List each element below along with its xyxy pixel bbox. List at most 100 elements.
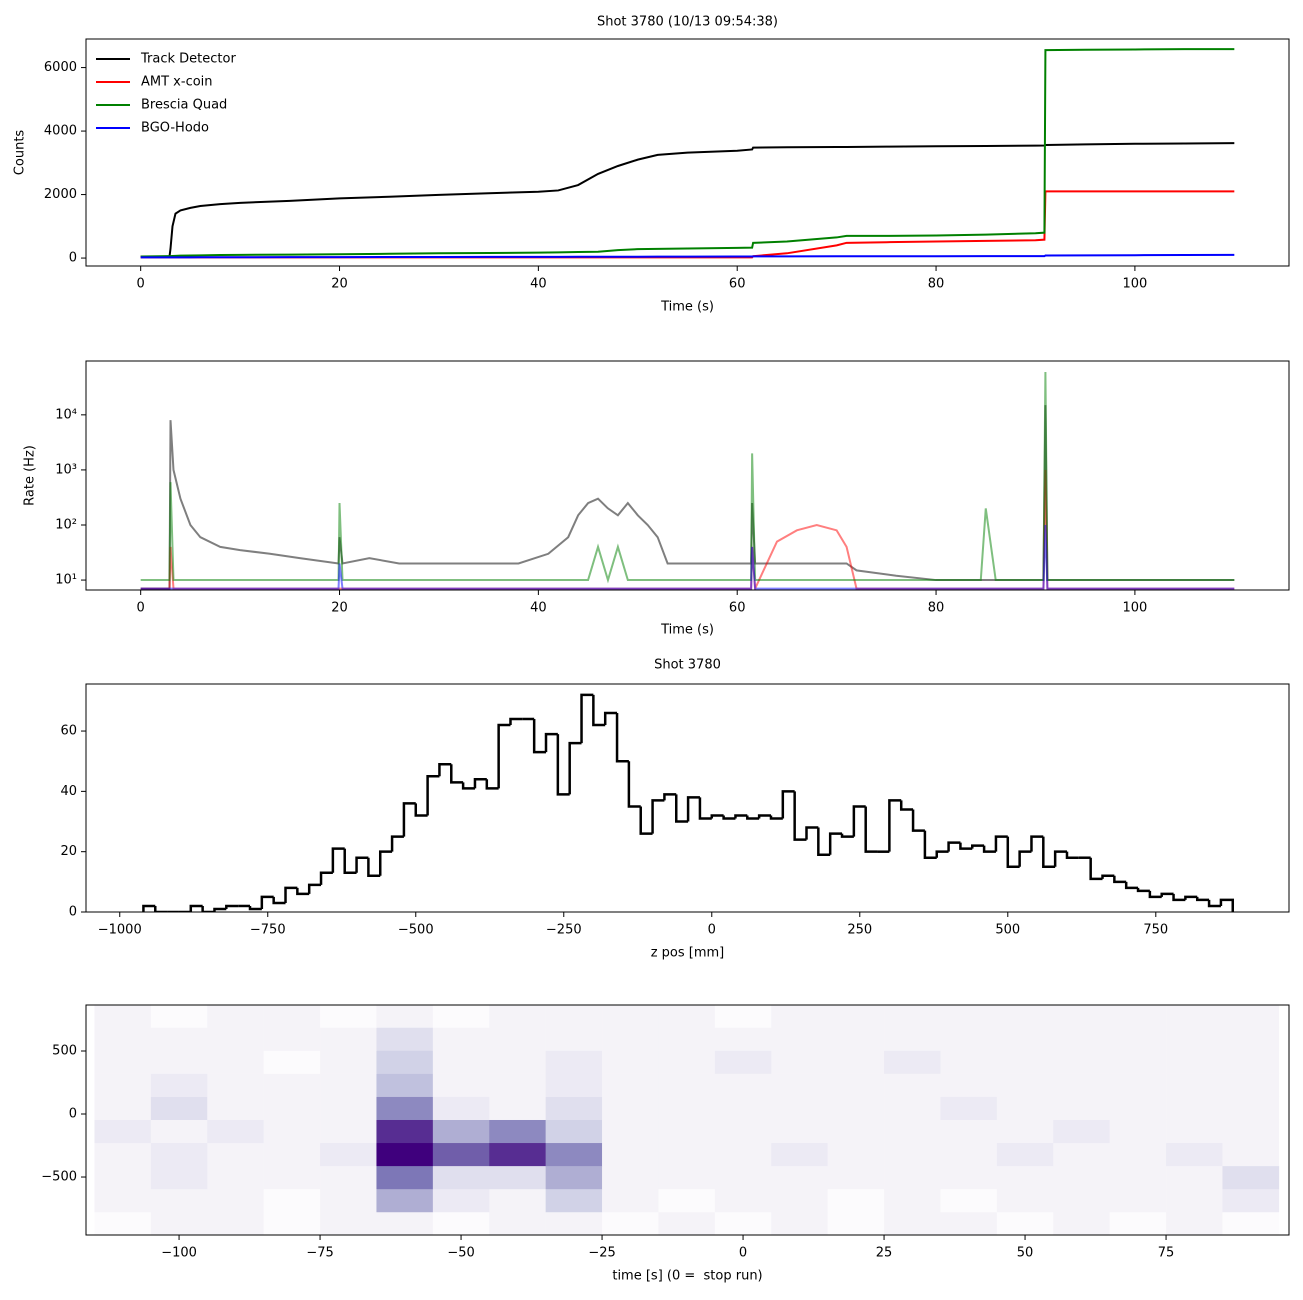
heat-cell (207, 1073, 264, 1097)
heat-cell (602, 1073, 659, 1097)
y-axis-label: Counts (13, 130, 28, 176)
x-tick-label: 0 (708, 923, 716, 938)
heat-cell (714, 1005, 772, 1028)
axes-frame (85, 683, 1290, 913)
hist-step (651, 799, 665, 834)
heat-cell (150, 1073, 208, 1097)
heat-cell (263, 1096, 321, 1120)
series-line (140, 142, 1235, 258)
heat-cell (884, 1027, 941, 1051)
heat-cell (602, 1005, 659, 1028)
heat-cell (489, 1027, 546, 1051)
heat-cell (827, 1188, 885, 1213)
heat-cell (1222, 1027, 1280, 1051)
heat-cell (376, 1027, 434, 1051)
x-tick-label: 0 (739, 1246, 747, 1261)
hist-step (367, 857, 381, 878)
heat-cell (996, 1096, 1054, 1120)
heat-cell (320, 1142, 377, 1167)
hist-step (556, 734, 570, 796)
heat-cell (602, 1165, 659, 1190)
axes-frame (85, 1004, 1290, 1236)
heat-cell (545, 1050, 603, 1074)
hist-step (485, 779, 499, 790)
heat-cell (1109, 1188, 1167, 1213)
heat-cell (771, 1188, 828, 1213)
heat-cell (263, 1142, 321, 1167)
heat-cell (714, 1188, 772, 1213)
heat-cell (320, 1027, 377, 1051)
y-tick-label: 40 (60, 784, 77, 799)
heat-cell (602, 1188, 659, 1213)
heat-cell (1222, 1050, 1280, 1074)
hist-step (213, 907, 227, 912)
axes-frame (85, 38, 1290, 267)
heat-cell (714, 1211, 772, 1235)
heat-cell (771, 1142, 828, 1167)
heat-cell (827, 1073, 885, 1097)
heat-cell (489, 1096, 546, 1120)
heat-cell (658, 1050, 716, 1074)
hist-step (982, 845, 996, 853)
heat-cell (94, 1119, 152, 1144)
heat-cell (1166, 1211, 1223, 1235)
heat-cell (714, 1165, 772, 1190)
x-tick-label: −500 (398, 923, 434, 938)
heat-cell (207, 1096, 264, 1120)
heat-cell (996, 1211, 1054, 1235)
heat-cell (884, 1005, 941, 1028)
x-tick-label: 40 (530, 601, 547, 616)
heat-cell (827, 1142, 885, 1167)
hist-step (1065, 851, 1079, 859)
heat-cell (602, 1142, 659, 1167)
heat-cell (320, 1188, 377, 1213)
heat-cell (940, 1188, 998, 1213)
chart-title: Shot 3780 (654, 658, 721, 673)
hist-step (189, 904, 203, 912)
heat-cell (771, 1050, 828, 1074)
heat-cell (714, 1073, 772, 1097)
heat-cell (1222, 1119, 1280, 1144)
heat-cell (884, 1165, 941, 1190)
heat-cell (150, 1119, 208, 1144)
heat-cell (94, 1050, 152, 1074)
y-tick-label: 10⁴ (55, 407, 77, 422)
hist-step (1136, 887, 1150, 893)
hist-step (1124, 881, 1139, 890)
hist-step (1160, 892, 1174, 897)
heat-cell (658, 1119, 716, 1144)
x-axis-label: time [s] (0 = stop run) (612, 1269, 762, 1284)
heat-cell (658, 1005, 716, 1028)
hist-step (781, 790, 795, 819)
heat-cell (1222, 1005, 1280, 1028)
heat-cell (1166, 1005, 1223, 1028)
heat-cell (827, 1050, 885, 1074)
x-tick-label: −1000 (98, 923, 142, 938)
hist-step (509, 717, 523, 726)
heat-cell (1109, 1073, 1167, 1097)
hist-step (390, 835, 404, 852)
hist-step (1053, 850, 1067, 867)
heat-cell (432, 1165, 490, 1190)
heat-cell (1053, 1027, 1110, 1051)
heat-cell (150, 1211, 208, 1235)
heat-cell (1166, 1027, 1223, 1051)
heat-cell (1053, 1188, 1110, 1213)
heat-cell (714, 1142, 772, 1167)
hist-step (757, 814, 771, 819)
heat-cell (263, 1073, 321, 1097)
heat-cell (996, 1005, 1054, 1028)
heat-cell (884, 1188, 941, 1213)
heat-cell (489, 1165, 546, 1190)
heat-cell (1053, 1142, 1110, 1167)
heat-cell (432, 1096, 490, 1120)
heat-cell (658, 1142, 716, 1167)
x-tick-label: 20 (331, 277, 348, 292)
heat-cell (940, 1211, 998, 1235)
hist-step (272, 896, 286, 905)
hist-step (769, 815, 783, 820)
x-tick-label: 100 (1122, 601, 1147, 616)
heat-cell (940, 1096, 998, 1120)
heat-cell (996, 1119, 1054, 1144)
